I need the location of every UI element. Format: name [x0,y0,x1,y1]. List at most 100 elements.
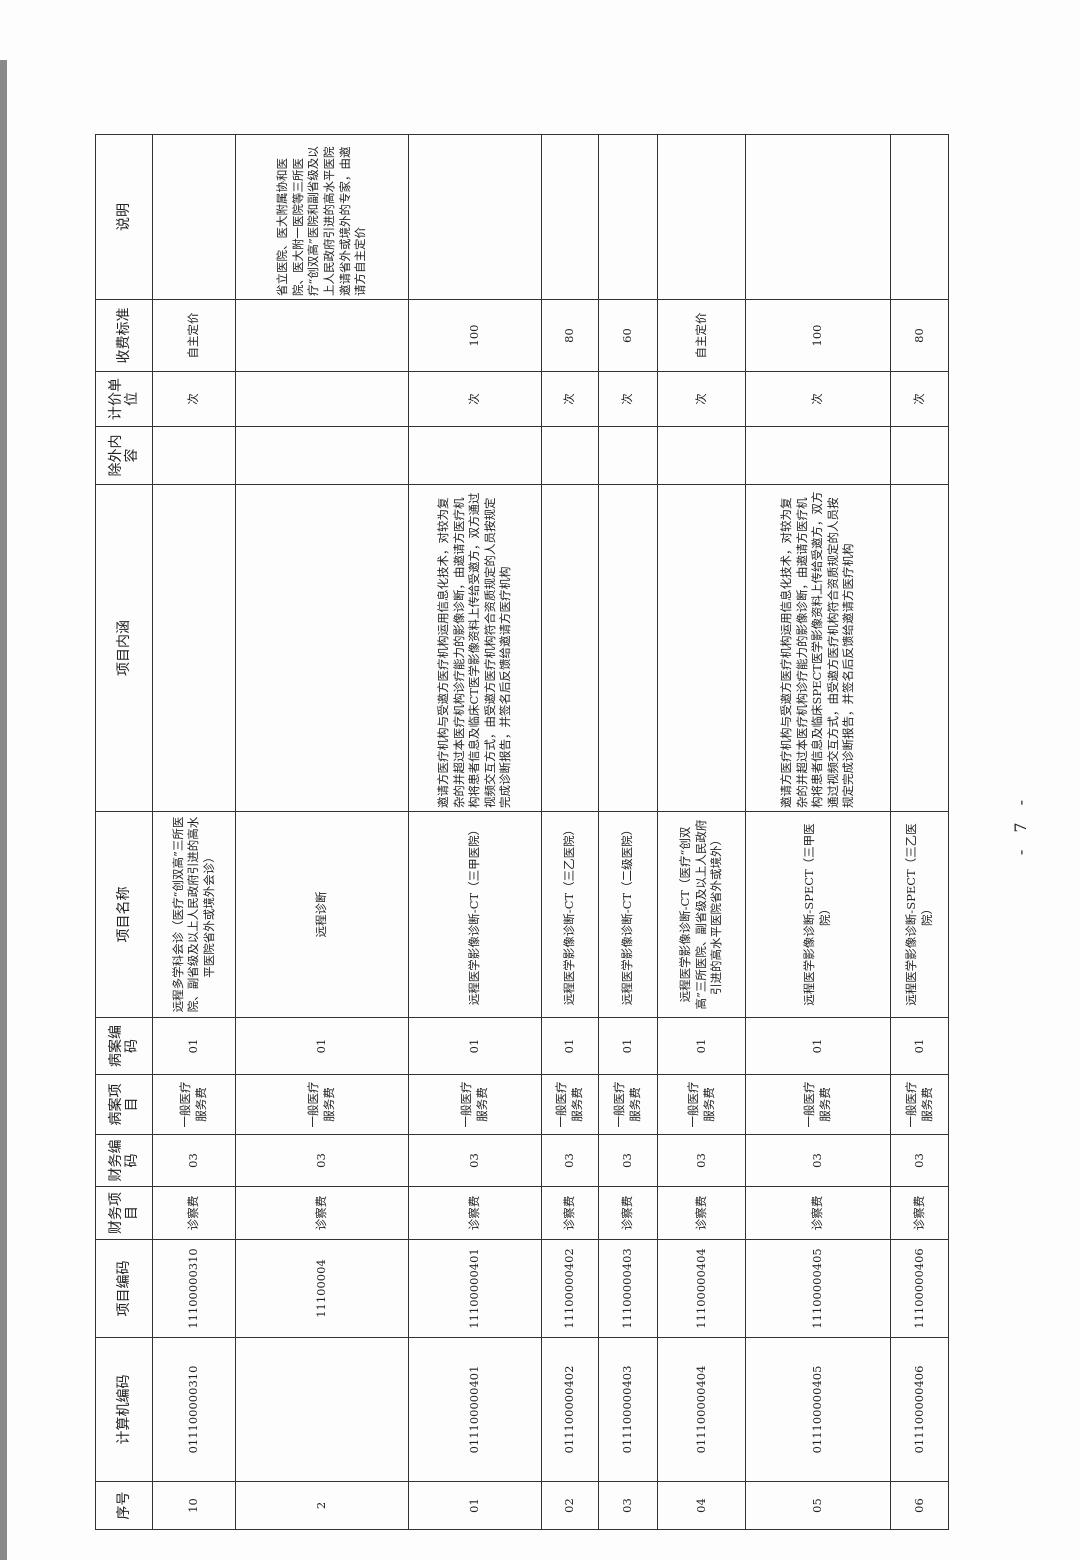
table-cell: 03 [152,1134,236,1187]
table-cell [235,1337,409,1482]
column-header: 除外内容 [95,426,153,485]
table-cell: 01 [408,1017,542,1075]
table-cell [598,426,658,485]
table-cell: 远程诊断 [235,811,409,1018]
table-cell: 诊察费 [235,1186,409,1240]
table-cell: 03 [598,1481,658,1530]
table-cell [657,134,746,300]
table-cell: 诊察费 [890,1186,949,1240]
table-cell: 04 [657,1481,746,1530]
table-cell: 自主定价 [152,299,236,372]
table-cell: 03 [598,1134,658,1187]
table-cell [152,484,236,812]
table-cell: 一般医疗服务费 [890,1074,949,1135]
table-cell: 01 [657,1017,746,1075]
table-cell: 11100000310 [152,1239,236,1338]
table-cell: 011100000404 [657,1337,746,1482]
table-cell: 邀请方医疗机构与受邀方医疗机构运用信息化技术，对较为复杂的并超过本医疗机构诊疗能… [745,484,891,812]
table-cell: 邀请方医疗机构与受邀方医疗机构运用信息化技术，对较为复杂的并超过本医疗机构诊疗能… [408,484,542,812]
table-cell: 诊察费 [152,1186,236,1240]
table-cell: 03 [541,1134,599,1187]
table-cell: 011100000402 [541,1337,599,1482]
table-cell: 一般医疗服务费 [408,1074,542,1135]
table-cell: 次 [598,371,658,427]
column-header: 计算机编码 [95,1337,153,1482]
table-row: 04 011100000404 11100000404 诊察费 03 一般医疗服务费 01 远… [657,134,746,1530]
column-header: 病案编码 [95,1017,153,1075]
table-cell: 60 [598,299,658,372]
table-row: 05 011100000405 11100000405 诊察费 03 一般医疗服务费 01 远… [745,134,891,1530]
table-cell [235,426,409,485]
table-cell: 03 [235,1134,409,1187]
table-cell: 01 [408,1481,542,1530]
table-cell: 011100000401 [408,1337,542,1482]
table-cell: 011100000403 [598,1337,658,1482]
table-cell: 一般医疗服务费 [152,1074,236,1135]
table-cell: 01 [745,1017,891,1075]
table-cell: 03 [657,1134,746,1187]
table-cell: 一般医疗服务费 [745,1074,891,1135]
table-cell: 诊察费 [408,1186,542,1240]
table-cell: 11100000405 [745,1239,891,1338]
table-cell: 次 [890,371,949,427]
table-row: 03 011100000403 11100000403 诊察费 03 一般医疗服务费 01 远… [598,134,658,1530]
table-cell: 自主定价 [657,299,746,372]
table-cell: 远程医学影像诊断-CT（三乙医院） [541,811,599,1018]
table-cell: 诊察费 [598,1186,658,1240]
rotated-table-wrapper: 序号 计算机编码 项目编码 财务项目 财务编码 病案项目 病案编码 项目名称 项目内涵 除外内容计… [95,134,949,1530]
table-cell [541,484,599,812]
table-cell [598,134,658,300]
table-cell [152,134,236,300]
table-cell: 远程医学影像诊断-CT（三甲医院） [408,811,542,1018]
table-cell: 03 [745,1134,891,1187]
column-header: 收费标准 [95,299,153,372]
table-cell: 011100000405 [745,1337,891,1482]
table-cell: 一般医疗服务费 [657,1074,746,1135]
table-cell: 01 [890,1017,949,1075]
header-row: 序号 计算机编码 项目编码 财务项目 财务编码 病案项目 病案编码 项目名称 项目内涵 除外内容计… [95,134,153,1530]
table-cell: 011100000406 [890,1337,949,1482]
table-cell: 80 [541,299,599,372]
column-header: 项目编码 [95,1239,153,1338]
table-cell: 011100000310 [152,1337,236,1482]
table-row: 02 011100000402 11100000402 诊察费 03 一般医疗服务费 01 远… [541,134,599,1530]
table-cell: 省立医院、医大附属协和医院、医大附一医院等三所医疗“创双高”医院和副省级及以上人… [235,134,409,300]
column-header: 项目内涵 [95,484,153,812]
table-cell: 次 [745,371,891,427]
table-cell: 100 [745,299,891,372]
table-cell [541,426,599,485]
table-cell: 一般医疗服务费 [235,1074,409,1135]
table-cell [657,484,746,812]
table-cell: 远程医学影像诊断-SPECT（三甲医院） [745,811,891,1018]
table-cell [890,134,949,300]
table-cell [408,134,542,300]
table-cell: 05 [745,1481,891,1530]
column-header: 项目名称 [95,811,153,1018]
table-cell: 01 [541,1017,599,1075]
table-cell: 诊察费 [541,1186,599,1240]
table-row: 01 011100000401 11100000401 诊察费 03 一般医疗服务费 01 远… [408,134,542,1530]
table-cell [152,426,236,485]
table-cell: 诊察费 [745,1186,891,1240]
table-cell: 80 [890,299,949,372]
table-cell [235,299,409,372]
table-row: 2 11100004 诊察费 03 一般医疗服务费 01 远程诊断 省立医院、医大附属协和医院… [235,134,409,1530]
table-cell: 11100000402 [541,1239,599,1338]
table-cell: 11100004 [235,1239,409,1338]
table-cell: 02 [541,1481,599,1530]
column-header: 病案项目 [95,1074,153,1135]
table-cell: 远程医学影像诊断-CT（医疗“创双高”三所医院、副省级及以上人民政府引进的高水平… [657,811,746,1018]
table-cell: 次 [152,371,236,427]
table-cell: 次 [657,371,746,427]
table-cell: 一般医疗服务费 [541,1074,599,1135]
table-cell: 11100000404 [657,1239,746,1338]
column-header: 财务项目 [95,1186,153,1240]
table-cell [235,484,409,812]
table-cell: 01 [152,1017,236,1075]
table-cell: 一般医疗服务费 [598,1074,658,1135]
scan-edge [0,60,7,1560]
table-cell [235,371,409,427]
table-cell: 次 [541,371,599,427]
table-cell: 10 [152,1481,236,1530]
table-cell: 11100000401 [408,1239,542,1338]
